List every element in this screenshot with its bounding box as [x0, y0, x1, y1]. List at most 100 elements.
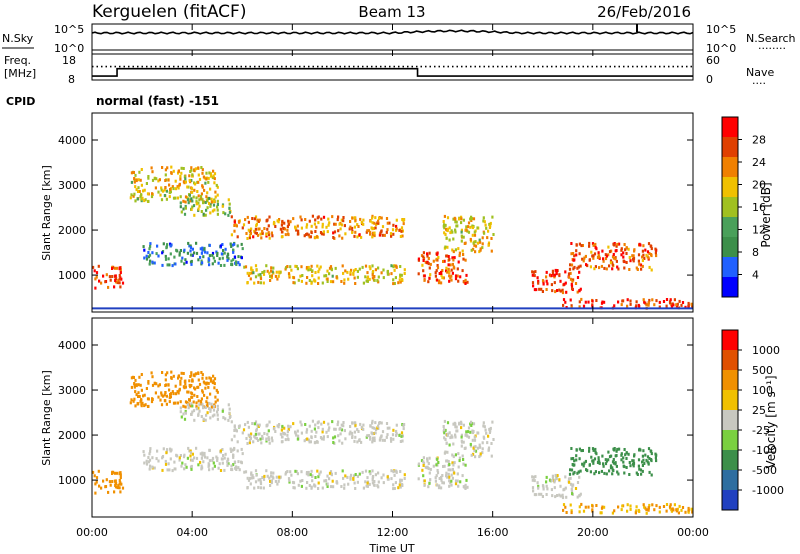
velocity-colorbar-tick-label: -500 [752, 464, 777, 477]
velocity-cell [242, 428, 246, 432]
power-cell [469, 217, 472, 221]
velocity-cell [491, 420, 494, 424]
velocity-cell [464, 483, 467, 487]
velocity-cell [393, 487, 396, 490]
velocity-cell [270, 474, 273, 478]
power-cell [467, 225, 470, 229]
xaxis-label: Time UT [368, 542, 414, 554]
power-cell [107, 285, 110, 289]
velocity-cell [461, 454, 464, 458]
power-cell [278, 218, 281, 221]
velocity-cell [203, 455, 207, 459]
power-cell [648, 298, 651, 302]
power-cell [165, 189, 168, 193]
velocity-cell [117, 484, 120, 488]
velocity-cell [180, 376, 183, 380]
power-cell [374, 268, 377, 272]
power-cell [143, 188, 146, 192]
velocity-cell [255, 427, 258, 431]
velocity-cell [422, 456, 425, 460]
velocity-cell [216, 413, 219, 417]
velocity-cell [310, 486, 313, 490]
power-cell [158, 178, 161, 182]
velocity-cell [362, 423, 365, 427]
velocity-cell [306, 481, 309, 484]
power-cell [623, 243, 626, 246]
power-cell [201, 168, 204, 172]
power-cell [642, 253, 645, 257]
power-cell [436, 266, 440, 270]
velocity-cell [457, 484, 460, 488]
power-cell [587, 300, 590, 304]
power-cell [307, 233, 310, 237]
power-cell [489, 221, 492, 225]
velocity-cell [535, 493, 538, 497]
power-cell [381, 233, 384, 237]
velocity-cell [399, 470, 402, 473]
velocity-cell [139, 383, 142, 387]
velocity-cell [487, 448, 490, 452]
nsky-trace [91, 29, 694, 35]
velocity-cell [403, 473, 406, 477]
velocity-cell [227, 418, 230, 422]
power-cell [138, 190, 141, 193]
velocity-cell [113, 490, 116, 494]
power-cell [603, 300, 606, 304]
power-cell [399, 273, 402, 277]
velocity-cell [485, 431, 488, 435]
power-cell [470, 248, 473, 252]
velocity-cell [188, 449, 191, 453]
power-cell [441, 276, 444, 280]
velocity-cell [615, 464, 618, 468]
power-cell [561, 288, 564, 292]
velocity-cell [611, 472, 614, 476]
velocity-cell [197, 406, 200, 410]
ytick-label: 4000 [58, 339, 86, 352]
velocity-cell [211, 458, 214, 462]
power-cell [553, 273, 556, 277]
velocity-cell [333, 427, 336, 431]
velocity-cell [257, 478, 260, 482]
power-cell [306, 232, 309, 236]
power-cell [333, 230, 337, 234]
power-cell [310, 231, 313, 235]
velocity-cell [649, 449, 652, 453]
power-cell [265, 234, 268, 238]
velocity-cell [118, 472, 121, 476]
power-cell [282, 226, 285, 230]
power-cell [478, 238, 481, 242]
power-cell [446, 245, 449, 249]
velocity-cell [364, 469, 368, 473]
velocity-cell [643, 505, 646, 509]
power-cell [340, 223, 344, 227]
velocity-cell [582, 509, 586, 513]
power-cell [464, 278, 467, 282]
power-cell [650, 254, 653, 258]
power-cell [249, 277, 252, 281]
velocity-cell [166, 371, 169, 375]
power-cell [174, 262, 177, 266]
power-cell [256, 218, 259, 222]
power-cell [486, 236, 489, 240]
velocity-cell [458, 459, 461, 463]
power-cell [476, 226, 479, 230]
velocity-cell [374, 421, 377, 425]
velocity-cell [448, 479, 451, 483]
velocity-cell [381, 438, 384, 442]
velocity-cell [305, 430, 308, 434]
velocity-cell [190, 402, 193, 406]
power-cell [192, 195, 195, 199]
velocity-cell [372, 475, 375, 478]
velocity-cell [658, 510, 661, 514]
power-cell [417, 257, 420, 261]
power-cell [190, 187, 194, 191]
velocity-cell [158, 383, 161, 387]
power-cell [343, 278, 346, 282]
velocity-cell [281, 440, 284, 444]
velocity-cell [448, 475, 451, 479]
velocity-cell [186, 456, 189, 460]
velocity-cell [490, 454, 493, 458]
velocity-cell [593, 472, 596, 476]
velocity-cell [292, 486, 295, 490]
velocity-cell [598, 460, 601, 464]
